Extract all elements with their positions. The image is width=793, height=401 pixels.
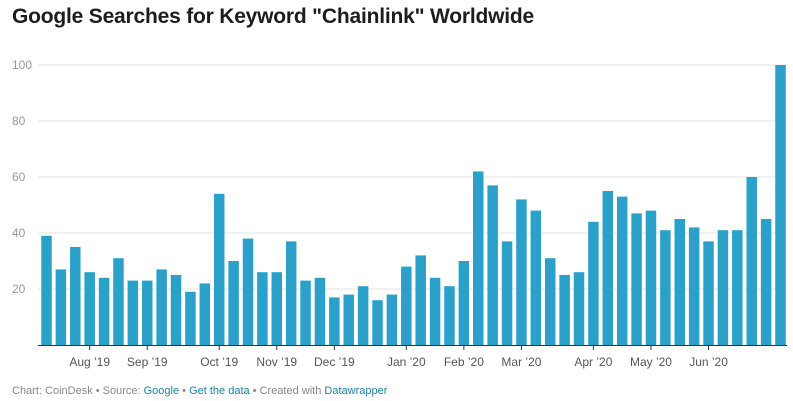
bar[interactable] (113, 258, 124, 345)
bar[interactable] (314, 277, 326, 345)
bar[interactable] (228, 261, 239, 345)
bar[interactable] (170, 275, 182, 345)
bar[interactable] (544, 258, 556, 345)
bar[interactable] (458, 261, 470, 345)
bar[interactable] (386, 294, 398, 345)
bar[interactable] (444, 286, 455, 345)
bar[interactable] (257, 272, 268, 345)
bar[interactable] (487, 185, 498, 345)
x-tick-label: Aug ’19 (69, 355, 110, 369)
bar[interactable] (429, 277, 441, 345)
bar[interactable] (660, 230, 671, 345)
bar[interactable] (401, 266, 412, 345)
y-tick-label: 60 (12, 170, 26, 184)
bar[interactable] (98, 277, 110, 345)
bar[interactable] (602, 191, 614, 345)
bar[interactable] (271, 272, 283, 345)
x-tick-label: Jun ’20 (689, 355, 728, 369)
bar[interactable] (616, 196, 628, 345)
y-tick-label: 20 (12, 282, 26, 296)
bar[interactable] (530, 210, 542, 345)
x-tick-label: Mar ’20 (501, 355, 541, 369)
y-tick-label: 80 (12, 114, 26, 128)
bar[interactable] (717, 230, 729, 345)
x-tick-label: Jan ’20 (387, 355, 426, 369)
bar[interactable] (70, 247, 81, 345)
bar[interactable] (588, 221, 599, 345)
chart-title: Google Searches for Keyword "Chainlink" … (12, 5, 534, 28)
bar[interactable] (329, 297, 340, 345)
bar[interactable] (775, 65, 786, 345)
bar[interactable] (501, 241, 513, 345)
chart-footer: Chart: CoinDesk • Source: Google • Get t… (12, 385, 387, 397)
bar[interactable] (357, 286, 369, 345)
bar[interactable] (185, 291, 196, 345)
bar[interactable] (688, 227, 700, 345)
bar[interactable] (516, 199, 527, 345)
bar[interactable] (415, 255, 426, 345)
bar[interactable] (343, 294, 354, 345)
bar[interactable] (285, 241, 297, 345)
bar[interactable] (84, 272, 95, 345)
bar[interactable] (300, 280, 311, 345)
bar[interactable] (41, 235, 52, 345)
bar[interactable] (372, 300, 383, 345)
x-tick-label: Apr ’20 (574, 355, 612, 369)
get-data-link[interactable]: Get the data (189, 385, 250, 397)
x-tick-label: Oct ’19 (200, 355, 238, 369)
bar[interactable] (732, 230, 743, 345)
footer-separator: • (179, 385, 190, 397)
bar[interactable] (156, 269, 167, 345)
bar[interactable] (746, 177, 757, 345)
bar[interactable] (55, 269, 67, 345)
y-axis: 20 40 60 80 100 (12, 58, 32, 296)
bar[interactable] (573, 272, 585, 345)
bar[interactable] (703, 241, 714, 345)
x-tick-label: Feb ’20 (444, 355, 484, 369)
footer-created-with: • Created with (249, 385, 325, 397)
x-tick-label: Sep ’19 (127, 355, 168, 369)
x-tick-label: May ’20 (630, 355, 672, 369)
bar[interactable] (142, 280, 153, 345)
bar[interactable] (559, 275, 570, 345)
footer-credit: Chart: CoinDesk • Source: (12, 385, 144, 397)
bar[interactable] (631, 213, 642, 345)
bar[interactable] (213, 193, 225, 345)
bar[interactable] (199, 283, 211, 345)
bars (41, 65, 786, 345)
x-axis: Aug ’19 Sep ’19 Oct ’19 Nov ’19 Dec ’19 Jan ’… (38, 345, 787, 369)
bar[interactable] (674, 219, 686, 345)
x-tick-label: Nov ’19 (256, 355, 297, 369)
bar[interactable] (760, 219, 772, 345)
y-tick-label: 40 (12, 226, 26, 240)
x-tick-label: Dec ’19 (314, 355, 355, 369)
bar[interactable] (127, 280, 139, 345)
source-link[interactable]: Google (143, 385, 180, 397)
bar[interactable] (645, 210, 657, 345)
datawrapper-link[interactable]: Datawrapper (324, 385, 388, 397)
bar[interactable] (473, 171, 484, 345)
y-tick-label: 100 (12, 58, 32, 72)
bar[interactable] (242, 238, 254, 345)
